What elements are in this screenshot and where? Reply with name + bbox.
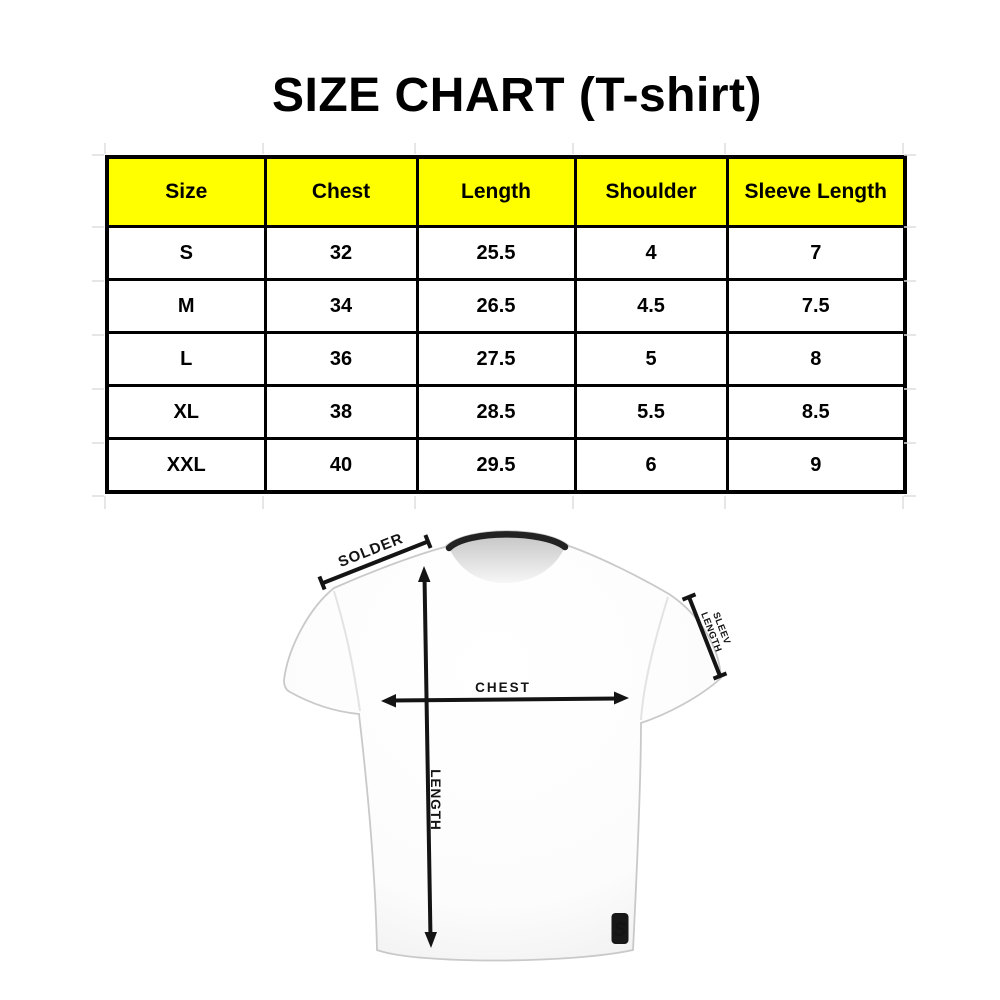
size-label-cell: XL (105, 384, 267, 440)
chest-arrow (381, 691, 629, 708)
collar-band (445, 531, 569, 552)
col-header-size: Size (105, 155, 267, 228)
sleeve-length-ruler (681, 592, 728, 681)
measurement-cell: 34 (263, 278, 419, 334)
gridline-stubs (92, 143, 916, 509)
measurement-cell: 8.5 (725, 384, 907, 440)
table-row-xl: XL 38 28.5 5.5 8.5 (105, 384, 907, 440)
table-row-xxl: XXL 40 29.5 6 9 (105, 437, 907, 494)
measurement-cell: 32 (263, 225, 419, 281)
size-label-cell: S (105, 225, 267, 281)
measurement-cell: 36 (263, 331, 419, 387)
measurement-cell: 5 (573, 331, 729, 387)
measurement-cell: 5.5 (573, 384, 729, 440)
page-title: SIZE CHART (T-shirt) (272, 69, 762, 122)
size-chart-table: Size Chest Length Shoulder Sleeve Length… (105, 155, 907, 494)
header-row: Size Chest Length Shoulder Sleeve Length (105, 155, 907, 228)
size-label-cell: L (105, 331, 267, 387)
col-header-chest: Chest (263, 155, 419, 228)
measurement-cell: 27.5 (415, 331, 577, 387)
chest-label: CHEST (475, 680, 531, 695)
measurement-cell: 7 (725, 225, 907, 281)
tshirt-silhouette (283, 530, 722, 962)
tshirt-graphic: S (283, 530, 722, 962)
measurement-cell: 40 (263, 437, 419, 494)
measurement-cell: 4 (573, 225, 729, 281)
brand-logo-tag: S (611, 913, 629, 944)
right-sleeve-seam (640, 596, 669, 721)
measurement-cell: 28.5 (415, 384, 577, 440)
left-sleeve-seam (333, 590, 361, 712)
size-label-cell: XXL (105, 437, 267, 494)
measurement-cell: 38 (263, 384, 419, 440)
shoulder-ruler (317, 534, 433, 591)
measurement-cell: 9 (725, 437, 907, 494)
table-row-s: S 32 25.5 4 7 (105, 225, 907, 281)
neck-opening (449, 535, 565, 583)
measurement-cell: 7.5 (725, 278, 907, 334)
measurement-cell: 26.5 (415, 278, 577, 334)
brand-logo-letter: S (613, 919, 627, 941)
measurement-cell: 4.5 (573, 278, 729, 334)
measurement-cell: 6 (573, 437, 729, 494)
col-header-sleeve-length: Sleeve Length (725, 155, 907, 228)
measurement-cell: 25.5 (415, 225, 577, 281)
table-row-m: M 34 26.5 4.5 7.5 (105, 278, 907, 334)
measurement-annotations (317, 534, 728, 948)
col-header-shoulder: Shoulder (573, 155, 729, 228)
length-label: LENGTH (428, 769, 443, 831)
table-row-l: L 36 27.5 5 8 (105, 331, 907, 387)
measurement-cell: 29.5 (415, 437, 577, 494)
size-label-cell: M (105, 278, 267, 334)
measurement-cell: 8 (725, 331, 907, 387)
col-header-length: Length (415, 155, 577, 228)
length-arrow (418, 566, 437, 948)
